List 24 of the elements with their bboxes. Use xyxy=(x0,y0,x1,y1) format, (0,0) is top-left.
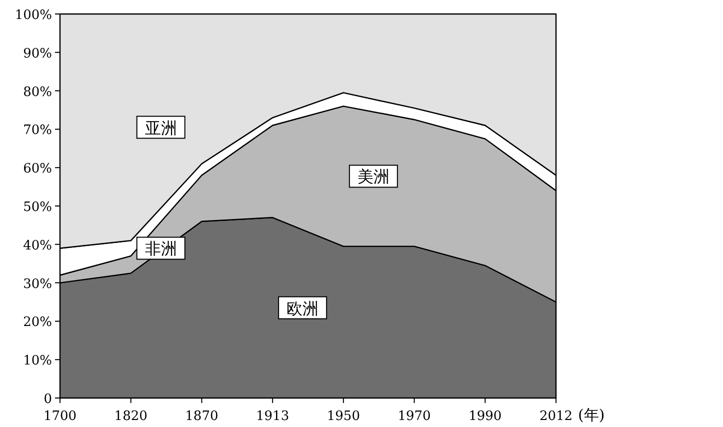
y-tick-label: 20% xyxy=(23,315,52,330)
y-tick-label: 40% xyxy=(23,238,52,254)
series-label: 欧洲 xyxy=(286,298,319,318)
y-tick-label: 90% xyxy=(23,46,52,62)
x-axis-title: (年) xyxy=(578,406,605,424)
x-tick-label: 1950 xyxy=(326,409,360,424)
x-tick-label: 1700 xyxy=(43,409,77,424)
y-tick-label: 100% xyxy=(14,8,52,23)
y-tick-label: 30% xyxy=(23,276,52,292)
y-tick-label: 0 xyxy=(44,392,52,407)
x-tick-label: 2012 xyxy=(539,409,573,424)
y-tick-label: 60% xyxy=(23,162,52,177)
y-tick-label: 50% xyxy=(23,200,52,215)
x-tick-label: 1913 xyxy=(256,409,290,424)
x-tick-label: 1820 xyxy=(114,409,148,424)
y-tick-label: 80% xyxy=(23,84,52,100)
x-tick-label: 1990 xyxy=(468,409,502,424)
series-label: 非洲 xyxy=(144,239,177,258)
series-label: 美洲 xyxy=(357,167,390,186)
series-label: 亚洲 xyxy=(144,118,177,138)
y-tick-label: 10% xyxy=(23,354,52,369)
x-tick-label: 1870 xyxy=(185,409,218,424)
y-tick-label: 70% xyxy=(23,123,52,138)
x-tick-label: 1970 xyxy=(398,409,431,424)
